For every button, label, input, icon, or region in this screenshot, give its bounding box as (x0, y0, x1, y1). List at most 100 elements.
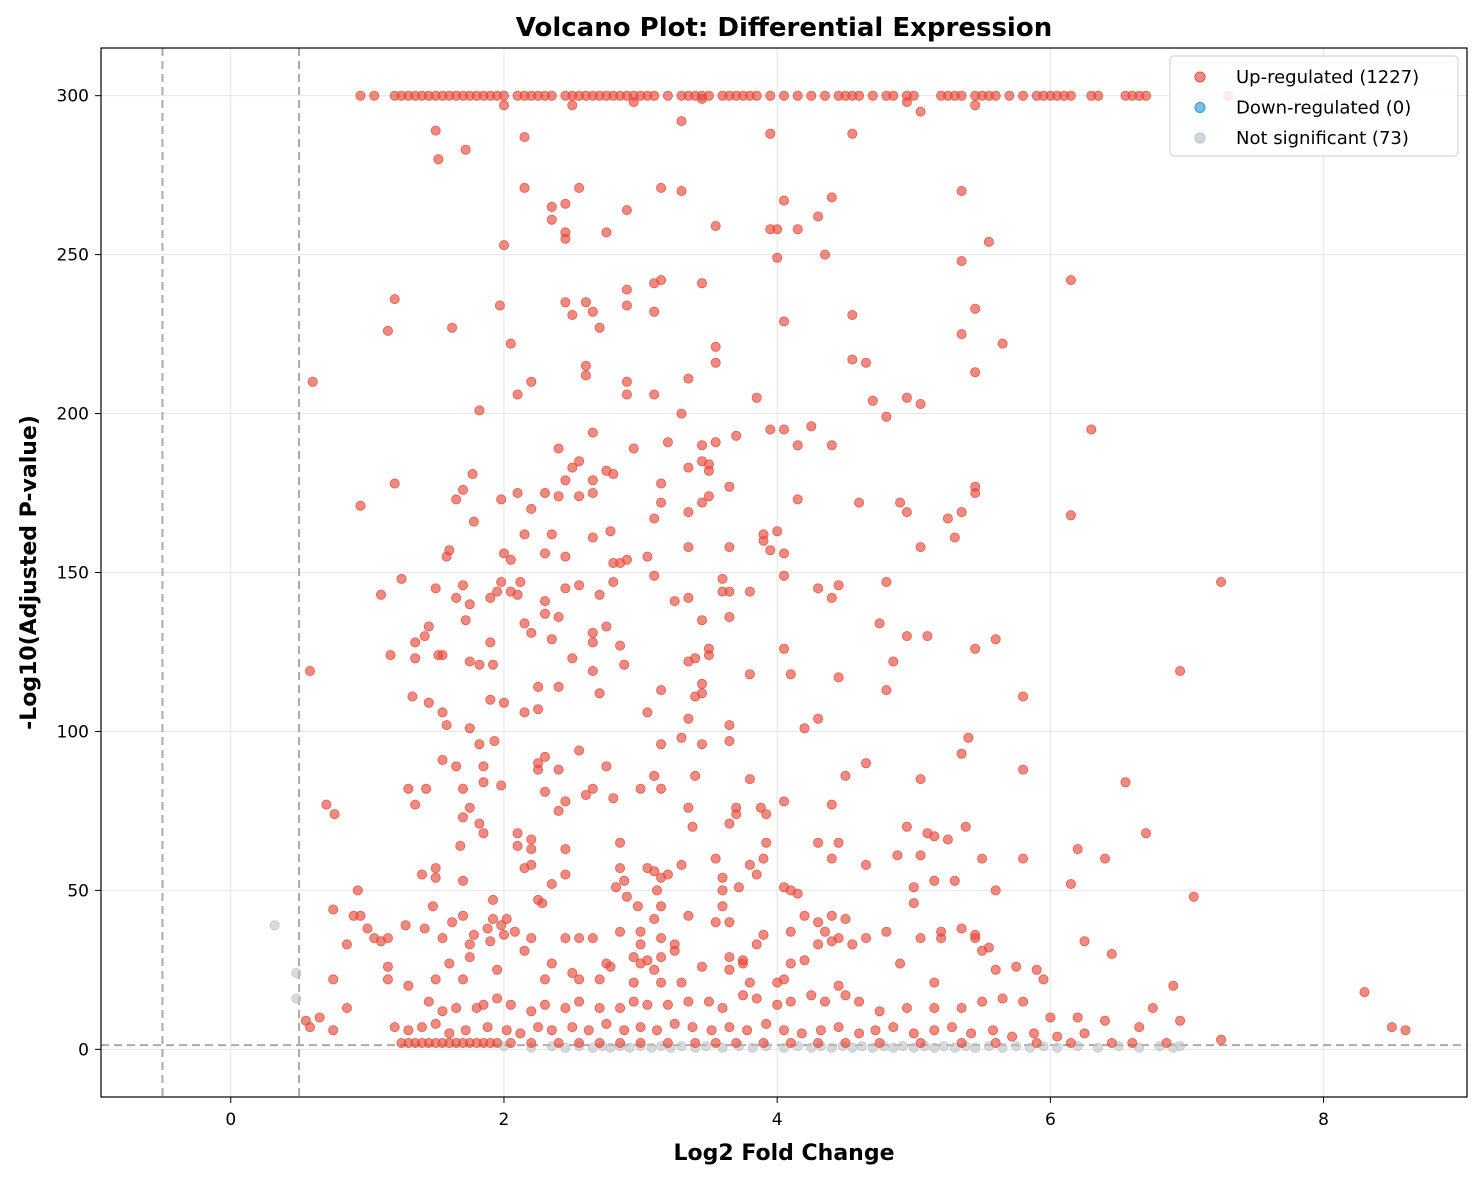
data-point (533, 704, 544, 715)
data-point (683, 996, 694, 1007)
data-point (649, 570, 660, 581)
data-point (1359, 987, 1370, 998)
data-point (621, 300, 632, 311)
data-point (291, 968, 302, 979)
data-point (676, 732, 687, 743)
data-point (437, 650, 448, 661)
data-point (580, 360, 591, 371)
data-point (451, 1003, 462, 1014)
data-point (314, 1012, 325, 1023)
data-point (697, 688, 708, 699)
data-point (779, 424, 790, 435)
data-point (546, 529, 557, 540)
data-point (382, 325, 393, 336)
data-point (840, 990, 851, 1001)
data-point (779, 90, 790, 101)
data-point (498, 929, 509, 940)
data-point (355, 90, 366, 101)
data-point (505, 586, 516, 597)
data-point (567, 1022, 578, 1033)
plot-area (101, 48, 1467, 1097)
data-point (478, 777, 489, 788)
data-point (560, 551, 571, 562)
data-point (355, 500, 366, 511)
data-point (956, 1003, 967, 1014)
data-point (656, 478, 667, 489)
data-point (498, 697, 509, 708)
data-point (635, 939, 646, 950)
data-point (656, 497, 667, 508)
data-point (526, 1006, 537, 1017)
data-point (1011, 961, 1022, 972)
data-point (956, 748, 967, 759)
data-point (706, 1025, 717, 1036)
data-point (580, 297, 591, 308)
data-point (874, 1038, 885, 1049)
data-point (567, 968, 578, 979)
data-point (669, 596, 680, 607)
data-point (605, 961, 616, 972)
data-point (988, 1025, 999, 1036)
data-point (1216, 577, 1227, 588)
x-tick-label: 8 (1318, 1110, 1329, 1130)
data-point (676, 1041, 687, 1052)
data-point (437, 707, 448, 718)
data-point (624, 1042, 635, 1053)
data-point (799, 955, 810, 966)
data-point (915, 850, 926, 861)
data-point (820, 249, 831, 260)
data-point (642, 707, 653, 718)
data-point (1386, 1022, 1397, 1033)
data-point (403, 783, 414, 794)
data-point (779, 570, 790, 581)
data-point (526, 1038, 537, 1049)
data-point (724, 917, 735, 928)
data-point (826, 440, 837, 451)
data-point (662, 437, 673, 448)
data-point (615, 1038, 626, 1049)
data-point (765, 128, 776, 139)
data-point (820, 996, 831, 1007)
data-point (341, 1003, 352, 1014)
data-point (307, 376, 318, 387)
data-point (594, 322, 605, 333)
data-point (738, 958, 749, 969)
data-point (785, 958, 796, 969)
data-point (553, 1038, 564, 1049)
data-point (758, 929, 769, 940)
data-point (901, 97, 912, 108)
data-point (915, 398, 926, 409)
data-point (806, 1042, 817, 1053)
data-point (457, 783, 468, 794)
data-point (792, 224, 803, 235)
data-point (983, 236, 994, 247)
legend-marker-down (1194, 102, 1206, 113)
data-point (854, 1028, 865, 1039)
data-point (683, 542, 694, 553)
data-point (567, 462, 578, 473)
data-point (540, 596, 551, 607)
data-point (441, 551, 452, 562)
data-point (587, 427, 598, 438)
data-point (560, 227, 571, 238)
data-point (683, 507, 694, 518)
data-point (744, 977, 755, 988)
data-point (970, 303, 981, 314)
data-point (410, 653, 421, 664)
data-point (526, 834, 537, 845)
data-point (437, 1006, 448, 1017)
data-point (437, 933, 448, 944)
data-point (567, 100, 578, 111)
data-point (983, 942, 994, 953)
data-point (451, 761, 462, 772)
data-point (1031, 1038, 1042, 1049)
data-point (840, 1038, 851, 1049)
data-point (574, 456, 585, 467)
data-point (908, 1042, 919, 1053)
data-point (881, 926, 892, 937)
data-point (649, 389, 660, 400)
data-point (731, 1038, 742, 1049)
data-point (813, 713, 824, 724)
data-point (990, 1038, 1001, 1049)
data-point (751, 869, 762, 880)
